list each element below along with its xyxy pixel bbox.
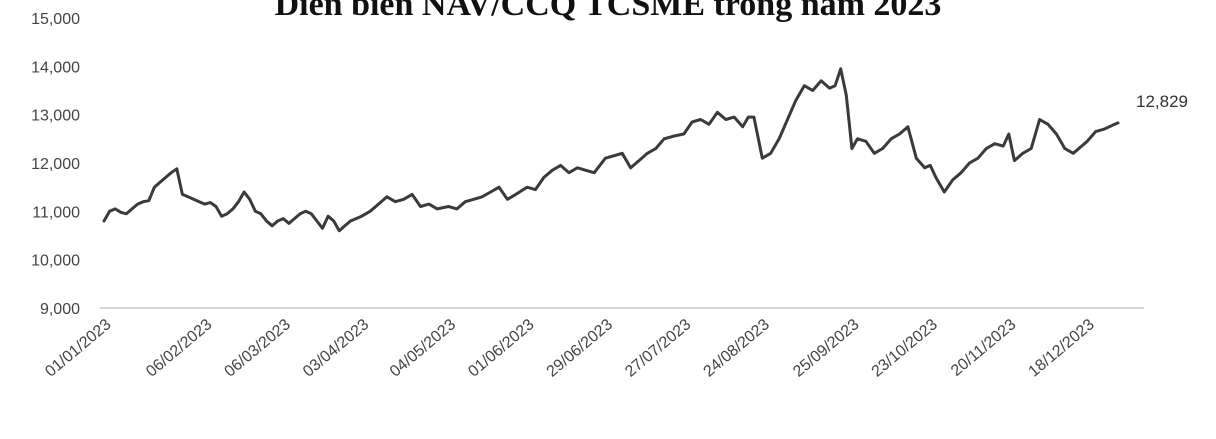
x-tick-label: 24/08/2023 <box>701 316 773 381</box>
x-axis-labels: 01/01/2023 06/02/2023 06/03/2023 03/04/2023… <box>42 316 1098 381</box>
y-tick-label: 10,000 <box>31 253 80 270</box>
y-tick-label: 13,000 <box>31 108 80 125</box>
x-tick-label: 27/07/2023 <box>622 316 694 381</box>
x-tick-label: 18/12/2023 <box>1025 316 1097 381</box>
x-tick-label: 04/05/2023 <box>387 316 459 381</box>
x-tick-label: 06/02/2023 <box>143 316 215 381</box>
x-tick-label: 01/06/2023 <box>465 316 537 381</box>
y-axis-labels: 15,000 14,000 13,000 12,000 11,000 10,000 9,00… <box>31 11 80 318</box>
x-tick-label: 29/06/2023 <box>544 316 616 381</box>
chart-title: Diễn biến NAV/CCQ TCSME trong năm 2023 <box>274 0 942 23</box>
x-tick-label: 01/01/2023 <box>42 316 114 381</box>
nav-series-line <box>102 67 1120 233</box>
y-tick-label: 12,000 <box>31 156 80 173</box>
x-tick-label: 20/11/2023 <box>948 316 1019 380</box>
x-tick-label: 25/09/2023 <box>790 316 862 381</box>
y-tick-label: 11,000 <box>32 204 80 221</box>
x-tick-label: 03/04/2023 <box>300 316 372 381</box>
x-tick-label: 06/03/2023 <box>222 316 294 381</box>
x-tick-label: 23/10/2023 <box>869 316 941 381</box>
y-tick-label: 15,000 <box>31 11 80 28</box>
y-tick-label: 14,000 <box>31 59 80 76</box>
y-tick-label: 9,000 <box>40 301 80 318</box>
end-value-label: 12,829 <box>1136 92 1188 111</box>
